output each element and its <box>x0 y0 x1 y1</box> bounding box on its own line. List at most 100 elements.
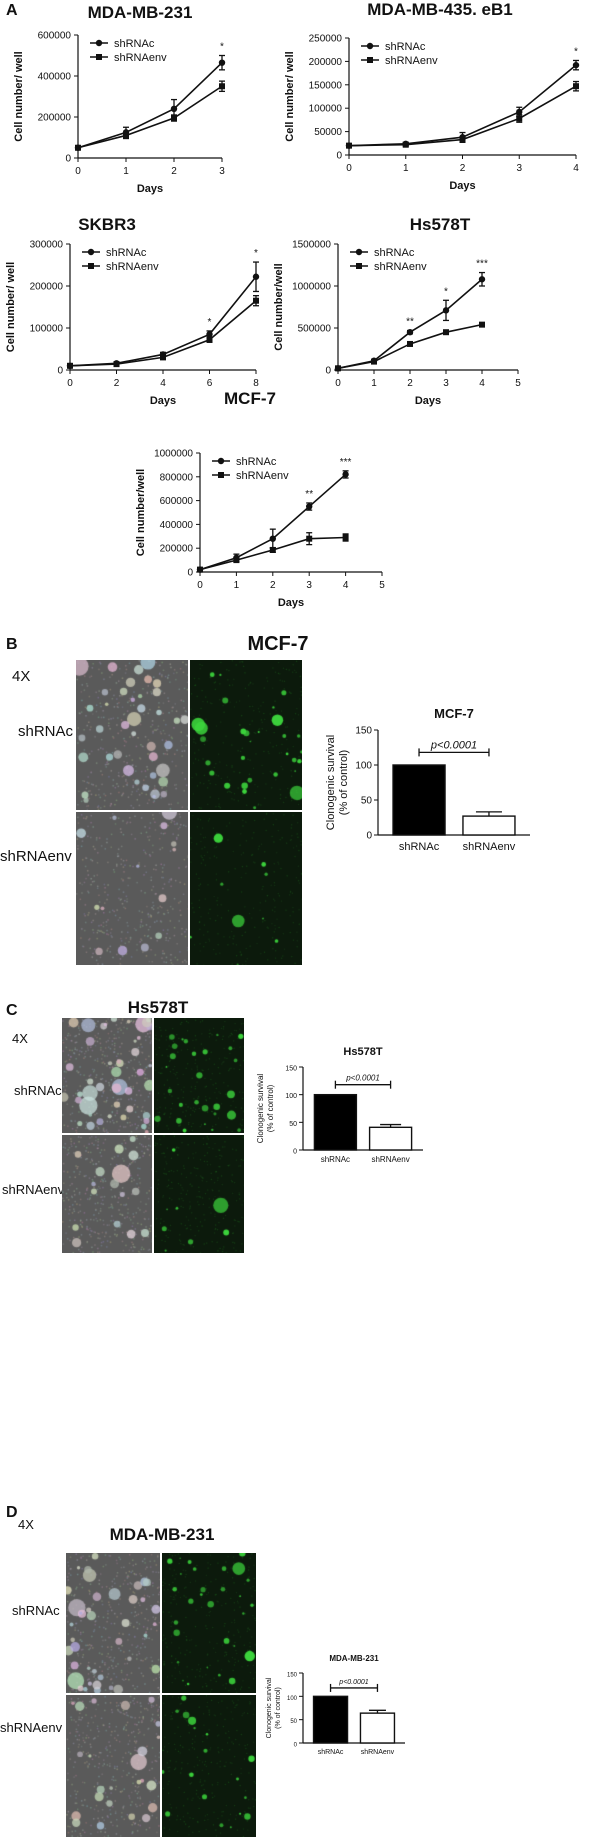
data-point-shRNAenv <box>67 362 73 369</box>
y-tick-label: 100000 <box>30 324 64 335</box>
data-point-shRNAenv <box>75 144 81 151</box>
legend-label: shRNAc <box>114 38 155 50</box>
chart-title: MDA-MB-231 <box>88 3 193 22</box>
data-point-shRNAc <box>342 471 349 478</box>
micrograph-grid-d <box>66 1553 256 1837</box>
data-point-shRNAenv <box>306 535 313 542</box>
x-tick-label: 4 <box>573 163 579 174</box>
data-point-shRNAenv <box>443 329 449 336</box>
data-point-shRNAc <box>572 61 580 69</box>
micrograph-title-mda-mb-231: MDA-MB-231 <box>109 1525 215 1544</box>
x-tick-label: 2 <box>407 378 413 389</box>
significance-marker: * <box>208 317 212 328</box>
chart-title: SKBR3 <box>78 215 136 234</box>
p-value-label: p<0.0001 <box>345 1074 380 1083</box>
legend-label: shRNAc <box>106 247 147 259</box>
data-point-shRNAenv <box>573 83 579 90</box>
x-axis-label: Days <box>137 183 163 195</box>
x-tick-label: 3 <box>516 163 522 174</box>
magnification-label: 4X <box>12 1031 28 1046</box>
y-tick-label: 0 <box>325 366 331 377</box>
chart-title: MDA-MB-435. eB1 <box>367 0 512 19</box>
y-axis-label: Cell number/well <box>135 469 147 556</box>
growth-chart-skbr3: SKBR3 0 2 4 6 8 0 100000 200000 300000 Days Cell nu… <box>5 215 259 407</box>
panel-letter-d: D <box>6 1504 18 1521</box>
y-axis-label-units: (% of control) <box>275 1687 282 1729</box>
y-tick-label: 200000 <box>160 544 194 555</box>
x-tick-label: 0 <box>67 378 73 389</box>
micrograph-brightfield-shrnaenv <box>66 1695 160 1837</box>
data-point-shRNAenv <box>407 340 413 347</box>
data-point-shRNAc <box>516 108 523 116</box>
x-axis-label: Days <box>278 597 304 609</box>
row-label-shrnaenv: shRNAenv <box>0 848 72 865</box>
data-point-shRNAenv <box>269 546 276 553</box>
micrograph-brightfield-shrnac <box>62 1018 152 1133</box>
y-tick-label: 0 <box>293 1149 297 1156</box>
data-point-shRNAenv <box>171 115 177 122</box>
y-tick-label: 250000 <box>309 34 343 45</box>
significance-marker: *** <box>340 457 352 468</box>
y-tick-label: 0 <box>65 154 71 165</box>
y-tick-label: 100000 <box>309 104 343 115</box>
x-tick-label: 3 <box>219 166 225 177</box>
panel-letter-b: B <box>6 636 18 653</box>
data-point-shRNAenv <box>123 132 129 139</box>
y-tick-label: 600000 <box>38 31 72 42</box>
x-tick-label: 1 <box>371 378 377 389</box>
y-tick-label: 150 <box>355 726 372 737</box>
data-point-shRNAenv <box>253 297 259 304</box>
data-point-shRNAenv <box>335 365 341 372</box>
data-point-shRNAenv <box>371 358 377 365</box>
y-tick-label: 200000 <box>30 282 64 293</box>
data-point-shRNAenv <box>516 115 523 122</box>
x-tick-label: 1 <box>403 163 409 174</box>
p-value-label: p<0.0001 <box>338 1679 368 1686</box>
x-tick-label: 0 <box>346 163 352 174</box>
category-label: shRNAenv <box>371 1155 409 1164</box>
significance-marker: * <box>220 42 224 53</box>
legend-marker-square <box>356 263 362 269</box>
micrograph-title-mcf7: MCF-7 <box>247 633 309 655</box>
legend-marker-circle <box>355 248 363 256</box>
y-tick-label: 600000 <box>160 496 194 507</box>
y-tick-label: 100 <box>355 761 372 772</box>
growth-chart-mda-mb-231: MDA-MB-231 0 1 2 3 0 200000 400000 600000 Days Cel… <box>13 3 225 195</box>
legend-marker-circle <box>95 39 103 47</box>
x-tick-label: 0 <box>75 166 81 177</box>
bar-chart-title: Hs578T <box>343 1046 382 1058</box>
x-tick-label: 5 <box>515 378 521 389</box>
y-tick-label: 500000 <box>298 324 332 335</box>
micrograph-brightfield-shrnac <box>66 1553 160 1693</box>
significance-marker: * <box>574 46 578 57</box>
y-tick-label: 200000 <box>309 57 343 68</box>
x-axis-label: Days <box>449 180 475 192</box>
micrograph-fluorescence-shrnaenv <box>190 812 302 965</box>
bar-shRNAenv <box>462 815 516 836</box>
x-tick-label: 3 <box>443 378 449 389</box>
data-point-shRNAc <box>306 503 313 510</box>
y-tick-label: 50000 <box>314 127 342 138</box>
data-point-shRNAenv <box>160 354 166 361</box>
y-axis-label-units: (% of control) <box>338 750 350 815</box>
y-axis-label: Clonogenic survival <box>256 1074 265 1144</box>
clonogenic-bar-chart-mcf7: MCF-7 0 50 100 150 Clonogenic survival (% of c… <box>325 706 530 853</box>
y-axis-label-units: (% of control) <box>266 1084 275 1132</box>
legend-label: shRNAc <box>236 456 277 468</box>
y-tick-label: 1000000 <box>292 282 331 293</box>
series-line-shRNAc <box>199 473 347 571</box>
legend-label: shRNAenv <box>114 52 167 64</box>
x-tick-label: 5 <box>379 580 385 591</box>
y-axis-label: Cell number/ well <box>284 51 296 141</box>
significance-marker: ** <box>305 489 313 500</box>
legend-marker-square <box>88 263 94 269</box>
y-tick-label: 800000 <box>160 472 194 483</box>
data-point-shRNAc <box>170 105 178 113</box>
x-tick-label: 2 <box>171 166 177 177</box>
x-tick-label: 4 <box>343 580 349 591</box>
data-point-shRNAenv <box>479 321 485 328</box>
legend-marker-circle <box>217 457 225 465</box>
micrograph-fluorescence-shrnac <box>154 1018 244 1133</box>
data-point-shRNAenv <box>342 534 349 541</box>
micrograph-brightfield-shrnaenv <box>62 1135 152 1253</box>
